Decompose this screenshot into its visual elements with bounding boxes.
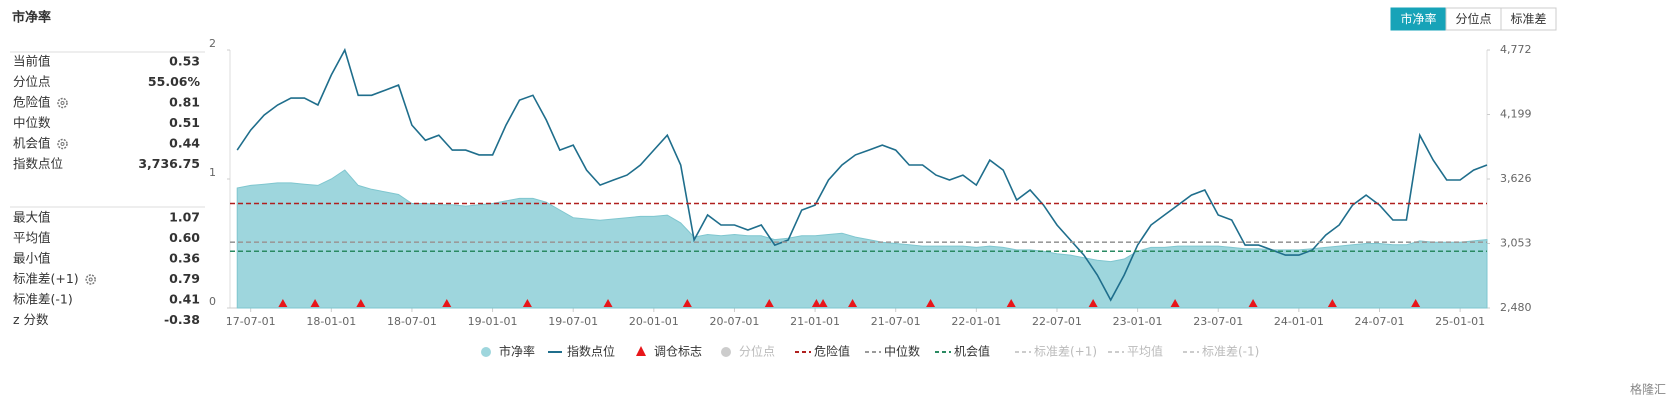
y2-tick-label: 3,626 (1500, 172, 1532, 185)
x-tick-label: 22-01-01 (951, 315, 1001, 328)
stat-label: z 分数 (13, 312, 49, 327)
stat-value: 0.79 (169, 271, 200, 286)
legend-label[interactable]: 市净率 (499, 344, 535, 359)
legend-symbol[interactable] (636, 346, 646, 356)
x-tick-label: 24-01-01 (1274, 315, 1324, 328)
y-tick-label: 2 (209, 37, 216, 50)
rebalance-marker (1088, 299, 1098, 307)
rebalance-marker (682, 299, 692, 307)
legend-label[interactable]: 机会值 (954, 344, 990, 359)
x-tick-label: 20-07-01 (709, 315, 759, 328)
legend: 市净率 指数点位 调仓标志 分位点 危险值 中位数 机会值 标准差(+1) 平均值 标准差(-1) (481, 344, 1259, 359)
x-tick-label: 25-01-01 (1435, 315, 1485, 328)
legend-label[interactable]: 分位点 (739, 344, 775, 359)
stat-value: 0.44 (169, 136, 200, 151)
gear-icon[interactable] (85, 274, 96, 285)
stat-value: 55.06% (148, 74, 201, 89)
rebalance-marker (818, 299, 828, 307)
stat-label: 分位点 (13, 74, 51, 89)
y2-tick-label: 4,199 (1500, 108, 1532, 121)
legend-label[interactable]: 指数点位 (567, 344, 615, 359)
gear-icon[interactable] (57, 138, 68, 150)
stat-value: 3,736.75 (138, 156, 200, 171)
legend-label[interactable]: 调仓标志 (654, 345, 702, 359)
rebalance-marker (310, 299, 320, 307)
gear-icon-core (60, 142, 65, 146)
stat-label: 最小值 (13, 251, 51, 266)
legend-symbol[interactable] (481, 347, 491, 357)
stat-label: 中位数 (13, 115, 51, 130)
y-tick-label: 0 (209, 295, 216, 308)
stat-value: 1.07 (169, 210, 200, 225)
gear-icon[interactable] (57, 97, 68, 109)
stat-label: 标准差(+1) (13, 271, 79, 286)
x-tick-label: 24-07-01 (1355, 315, 1405, 328)
x-tick-label: 19-07-01 (548, 315, 598, 328)
x-tick-label: 21-01-01 (790, 315, 840, 328)
stat-value: 0.60 (169, 230, 200, 245)
legend-label[interactable]: 平均值 (1127, 344, 1163, 359)
watermark: 格隆汇 (1630, 382, 1666, 397)
stat-value: 0.53 (169, 54, 200, 69)
y2-tick-label: 4,772 (1500, 43, 1532, 56)
rebalance-marker (1006, 299, 1016, 307)
y-tick-label: 1 (209, 166, 216, 179)
stat-label: 最大值 (13, 210, 51, 225)
x-tick-label: 22-07-01 (1032, 315, 1082, 328)
stat-label: 危险值 (13, 95, 51, 110)
tab-label[interactable]: 标准差 (1510, 12, 1546, 26)
stat-value: 0.81 (169, 95, 200, 110)
rebalance-marker (522, 299, 532, 307)
gear-icon-core (60, 101, 65, 105)
legend-label[interactable]: 标准差(+1) (1034, 345, 1097, 359)
rebalance-marker (356, 299, 366, 307)
rebalance-marker (811, 299, 821, 307)
x-tick-label: 23-07-01 (1193, 315, 1243, 328)
rebalance-marker (926, 299, 936, 307)
rebalance-marker (1248, 299, 1258, 307)
rebalance-marker (764, 299, 774, 307)
rebalance-marker (1411, 299, 1421, 307)
page-title: 市净率 (12, 10, 51, 26)
y2-tick-label: 2,480 (1500, 301, 1532, 314)
x-tick-label: 23-01-01 (1113, 315, 1163, 328)
legend-label[interactable]: 标准差(-1) (1202, 345, 1259, 359)
legend-label[interactable]: 中位数 (884, 344, 920, 359)
rebalance-marker (603, 299, 613, 307)
stat-value: 0.41 (169, 292, 200, 307)
rebalance-marker (442, 299, 452, 307)
x-tick-label: 21-07-01 (871, 315, 921, 328)
stat-label: 平均值 (13, 230, 51, 245)
rebalance-marker (1327, 299, 1337, 307)
stat-value: -0.38 (164, 312, 200, 327)
rebalance-marker (278, 299, 288, 307)
rebalance-marker (1170, 299, 1180, 307)
x-tick-label: 19-01-01 (468, 315, 518, 328)
stat-value: 0.51 (169, 115, 200, 130)
legend-label[interactable]: 危险值 (814, 344, 850, 359)
stat-value: 0.36 (169, 251, 200, 266)
x-tick-label: 18-07-01 (387, 315, 437, 328)
stat-label: 机会值 (13, 136, 51, 151)
rebalance-marker (848, 299, 858, 307)
stat-label: 指数点位 (13, 156, 63, 171)
legend-symbol[interactable] (721, 347, 731, 357)
stats-panel: 当前值 0.53 分位点 55.06% 危险值 0.81 中位数 0.51 机会值 0.44 指数点… (13, 54, 200, 328)
y2-tick-label: 3,053 (1500, 237, 1532, 250)
tab-button[interactable] (1500, 7, 1557, 31)
tab-label[interactable]: 分位点 (1455, 11, 1491, 26)
x-tick-label: 18-01-01 (306, 315, 356, 328)
index-line (236, 47, 1488, 302)
x-tick-label: 17-07-01 (226, 315, 276, 328)
stat-label: 当前值 (13, 54, 51, 69)
gear-icon-core (88, 277, 93, 282)
x-tick-label: 20-01-01 (629, 315, 679, 328)
pb-area (236, 169, 1488, 309)
stat-label: 标准差(-1) (13, 292, 73, 307)
tab-label[interactable]: 市净率 (1400, 11, 1436, 26)
